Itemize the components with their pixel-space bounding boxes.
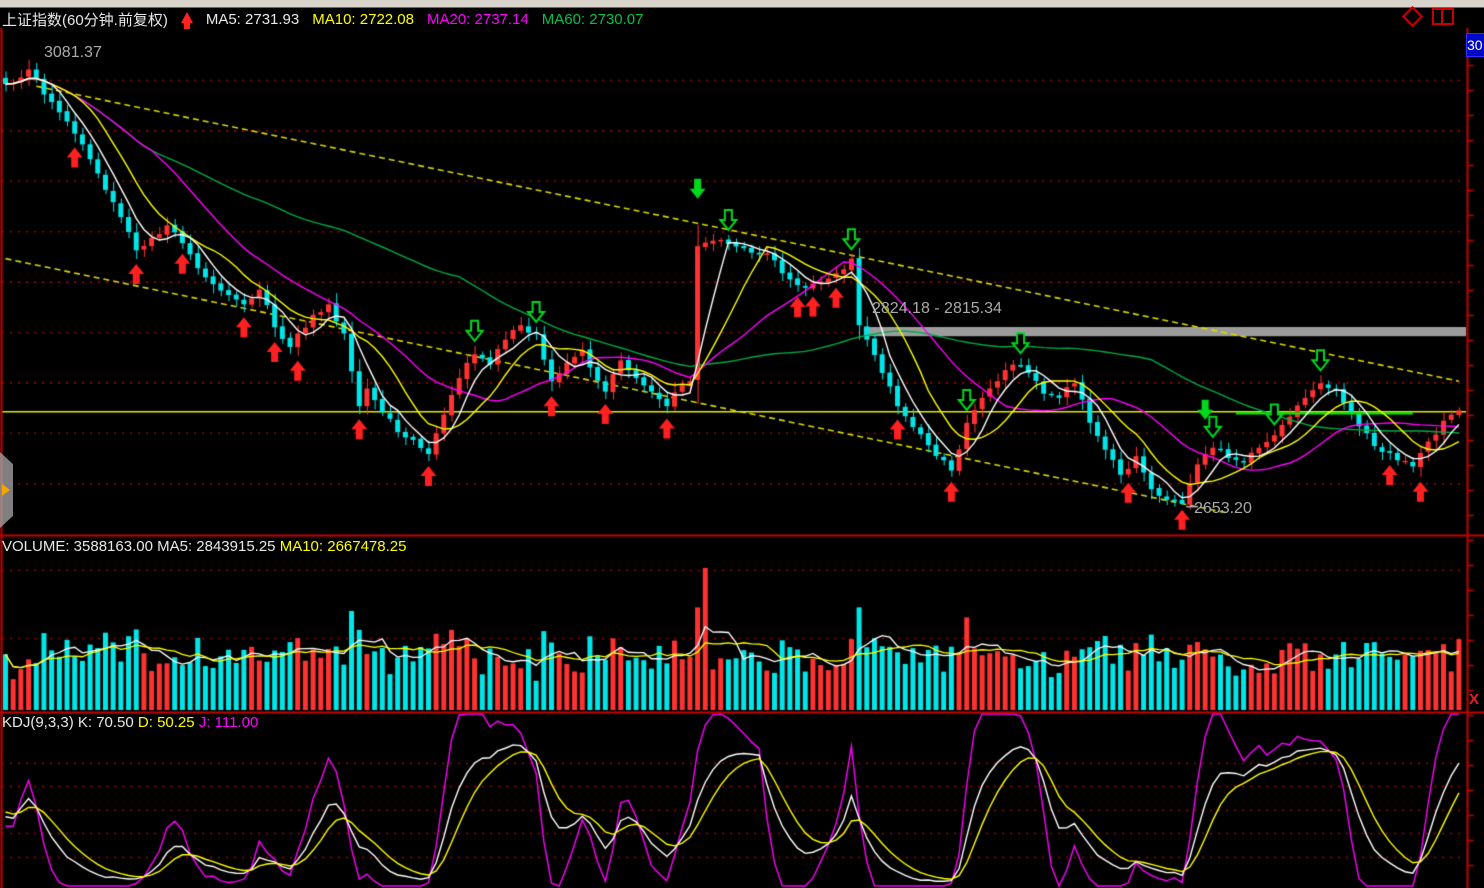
- expand-arrow-icon: [2, 484, 10, 496]
- close-pane-button[interactable]: X: [1469, 691, 1480, 708]
- window-top-edge: [0, 0, 1484, 8]
- kdj-pane-header: KDJ(9,3,3) K: 70.50 D: 50.25 J: 111.00: [2, 714, 258, 731]
- split-window-icon[interactable]: [1432, 8, 1454, 25]
- gap-zone-label: 2824.18 - 2815.34: [872, 300, 1002, 317]
- kdj-j-value: J: 111.00: [198, 714, 259, 731]
- header-icons: [1401, 5, 1454, 28]
- kdj-k-value: KDJ(9,3,3) K: 70.50: [2, 714, 134, 731]
- ma20-value: MA20: 2737.14: [427, 10, 529, 28]
- ma60-value: MA60: 2730.07: [541, 10, 644, 28]
- ma10-value: MA10: 2722.08: [312, 10, 414, 28]
- diamond-tool-icon[interactable]: [1401, 5, 1424, 28]
- up-arrow-icon: [180, 11, 193, 29]
- volume-value: VOLUME: 3588163.00 MA5: 2843915.25: [2, 538, 276, 555]
- volume-pane-header: VOLUME: 3588163.00 MA5: 2843915.25 MA10:…: [2, 538, 406, 555]
- low-price-label: 2653.20: [1194, 500, 1252, 517]
- high-price-label: 3081.37: [44, 44, 102, 61]
- ma5-value: MA5: 2731.93: [205, 10, 300, 28]
- chart-header: 上证指数(60分钟.前复权) MA5: 2731.93 MA10: 2722.0…: [2, 9, 644, 29]
- kdj-d-value: D: 50.25: [137, 714, 195, 731]
- axis-price-tag: 30: [1466, 33, 1484, 57]
- volume-ma10-value: MA10: 2667478.25: [279, 538, 407, 555]
- instrument-title: 上证指数(60分钟.前复权): [2, 11, 168, 29]
- sidebar-expand-handle[interactable]: [0, 452, 13, 528]
